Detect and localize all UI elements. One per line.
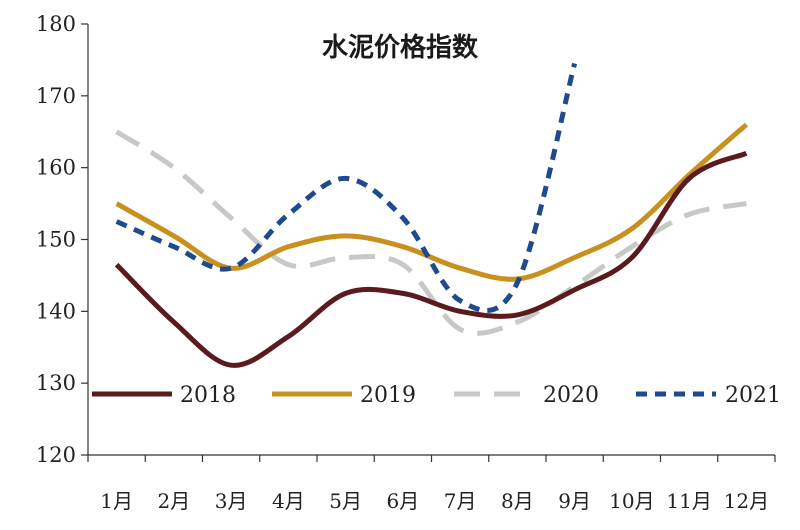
chart-title: 水泥价格指数 (322, 32, 479, 63)
x-tick-label: 2月 (158, 489, 191, 513)
x-tick-label: 12月 (724, 489, 769, 513)
legend: 2018 2019 2020 2021 (92, 383, 781, 408)
y-tick-label: 170 (36, 84, 76, 108)
x-tick-label: 5月 (329, 489, 362, 513)
x-tick-label: 1月 (100, 489, 133, 513)
y-tick-label: 150 (36, 228, 76, 252)
x-tick-label: 9月 (558, 489, 591, 513)
x-tick-label: 11月 (666, 489, 711, 513)
y-tick-label: 140 (36, 299, 76, 323)
series-line-2020 (115, 129, 747, 336)
legend-label-2020: 2020 (543, 383, 599, 408)
y-tick-label: 130 (36, 371, 76, 395)
x-tick-label: 7月 (444, 489, 477, 513)
legend-label-2018: 2018 (180, 383, 236, 408)
y-tick-label: 160 (36, 156, 76, 180)
x-tick-label: 4月 (272, 489, 305, 513)
series-line-2021 (115, 62, 578, 313)
y-tick-label: 180 (36, 12, 76, 36)
x-tick-label: 6月 (387, 489, 420, 513)
axes: 120 130 140 150 160 170 180 1月 2月 3月 4月 5月 6月 7月 8月 9月 1… (36, 12, 776, 513)
y-tick-label: 120 (36, 443, 76, 467)
series-lines (114, 62, 749, 368)
x-tick-label: 3月 (215, 489, 248, 513)
x-tick-label: 8月 (501, 489, 534, 513)
legend-label-2021: 2021 (725, 383, 781, 408)
series-line-2018 (114, 150, 748, 368)
series-line-2019 (115, 122, 749, 282)
x-tick-label: 10月 (609, 489, 654, 513)
legend-label-2019: 2019 (360, 383, 416, 408)
